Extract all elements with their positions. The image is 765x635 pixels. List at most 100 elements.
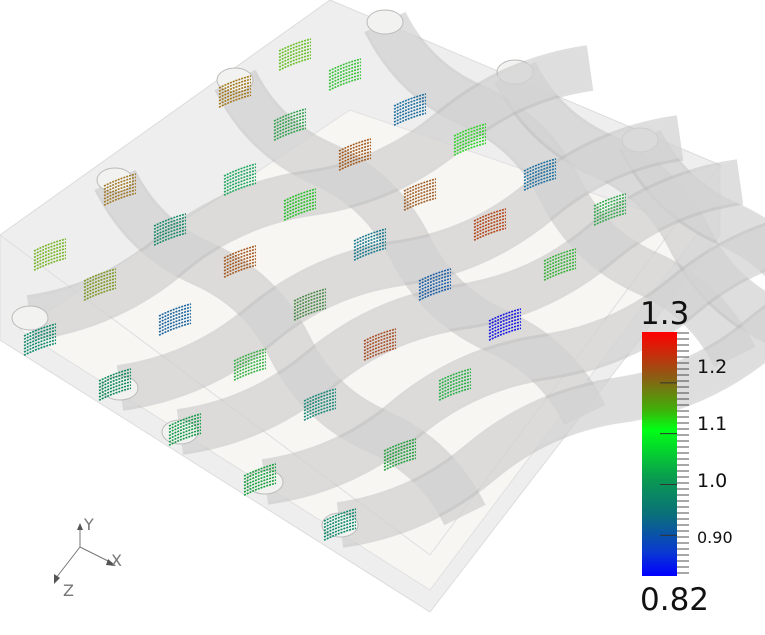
streamline: [523, 161, 557, 175]
fiber-end-cap: [96, 167, 134, 193]
streamline: [293, 294, 327, 309]
streamline: [363, 344, 397, 358]
streamline: [83, 281, 117, 295]
streamline: [168, 429, 202, 443]
streamline: [98, 368, 132, 382]
streamline: [403, 191, 437, 205]
streamline: [438, 381, 472, 395]
streamline: [293, 304, 327, 318]
streamline: [98, 381, 132, 395]
streamline: [383, 444, 417, 459]
streamline: [453, 132, 487, 147]
streamline: [83, 287, 117, 301]
streamline: [278, 57, 312, 71]
fiber-weft: [261, 226, 765, 502]
streamline: [403, 187, 437, 202]
streamline: [218, 84, 252, 99]
streamline: [353, 241, 387, 255]
streamline: [23, 339, 57, 353]
streamline: [383, 438, 417, 452]
streamline: [363, 337, 397, 352]
streamline: [243, 472, 277, 487]
streamline: [233, 354, 267, 369]
streamline: [153, 229, 187, 243]
streamline: [438, 377, 472, 392]
streamline: [83, 268, 117, 282]
streamline: [453, 142, 487, 156]
fiber-end-cap: [161, 419, 199, 445]
streamline: [328, 58, 362, 72]
streamline: [323, 508, 357, 522]
streamline: [453, 136, 487, 150]
fiber-warp: [497, 62, 765, 340]
streamline: [223, 261, 257, 275]
streamline: [83, 271, 117, 285]
streamline: [168, 419, 202, 434]
streamline: [98, 384, 132, 398]
streamline: [303, 388, 337, 402]
streamline: [393, 96, 427, 110]
streamline: [243, 482, 277, 496]
streamline: [593, 212, 627, 226]
streamline: [153, 226, 187, 240]
streamline: [153, 213, 187, 227]
streamline: [353, 247, 387, 261]
streamline: [353, 244, 387, 258]
streamline: [403, 194, 437, 208]
streamline: [233, 367, 267, 381]
streamline: [338, 147, 372, 162]
streamline: [223, 176, 257, 190]
fiber-weft: [176, 162, 744, 452]
streamline: [393, 106, 427, 120]
colorbar-max-label: 1.3: [640, 296, 690, 332]
streamline: [98, 387, 132, 401]
streamline: [223, 166, 257, 180]
streamline: [473, 227, 507, 241]
streamline: [323, 511, 357, 525]
streamline: [403, 178, 437, 192]
streamline: [278, 47, 312, 62]
streamline: [273, 108, 307, 122]
streamline: [353, 234, 387, 249]
streamline: [223, 254, 257, 269]
streamline: [393, 109, 427, 123]
streamline: [303, 401, 337, 415]
streamline: [523, 158, 557, 172]
streamline: [593, 209, 627, 223]
streamline: [278, 54, 312, 68]
streamline: [338, 154, 372, 168]
streamline: [223, 251, 257, 266]
streamline: [403, 197, 437, 211]
colorbar-tick-label: 0.90: [697, 528, 733, 547]
streamline: [338, 151, 372, 165]
streamline: [418, 284, 452, 298]
streamline: [233, 351, 267, 365]
streamline: [323, 524, 357, 538]
streamline: [593, 199, 627, 214]
streamline: [283, 201, 317, 215]
streamline: [218, 81, 252, 96]
streamline: [383, 441, 417, 455]
streamline: [473, 221, 507, 235]
streamline: [488, 311, 522, 325]
streamline: [223, 245, 257, 259]
streamline: [233, 364, 267, 378]
streamline: [23, 342, 57, 356]
streamline: [273, 111, 307, 125]
streamline: [488, 327, 522, 341]
streamline: [223, 248, 257, 262]
streamline: [223, 258, 257, 272]
streamline: [23, 326, 57, 340]
streamline: [23, 329, 57, 344]
streamline: [273, 117, 307, 132]
streamline: [153, 219, 187, 234]
streamline: [223, 169, 257, 184]
streamline: [523, 174, 557, 188]
streamline: [438, 387, 472, 401]
z-axis-label: Z: [63, 581, 74, 600]
streamline: [393, 93, 427, 107]
streamline: [168, 422, 202, 437]
streamline: [418, 281, 452, 295]
